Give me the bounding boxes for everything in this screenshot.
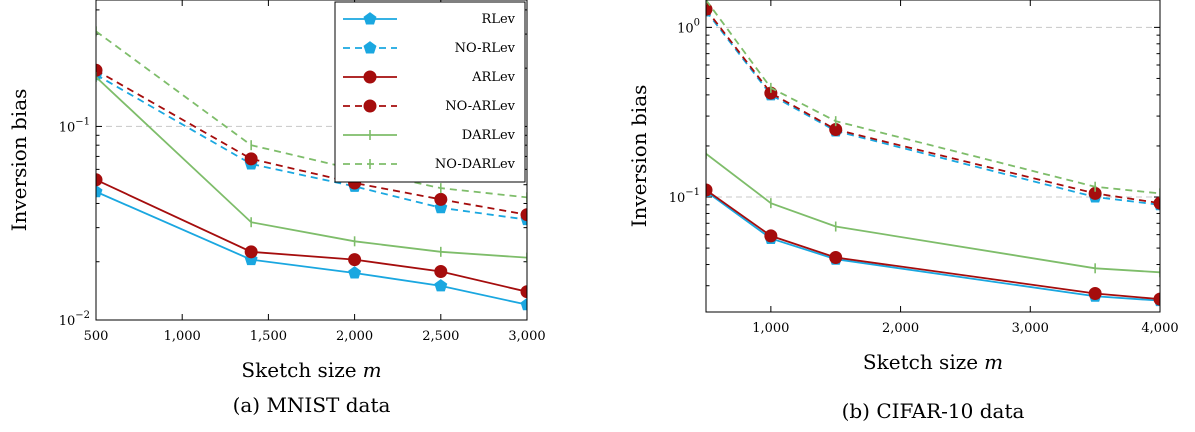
plot-frame bbox=[95, 0, 528, 321]
series-no-arlev bbox=[706, 2, 1160, 210]
y-tick-base: 10 bbox=[59, 314, 76, 329]
data-point bbox=[520, 285, 527, 299]
chart-caption: (a) MNIST data bbox=[233, 393, 391, 417]
legend-entry-no-arlev: NO-ARLev bbox=[343, 99, 516, 114]
x-axis-label-text: Sketch size bbox=[863, 350, 978, 374]
data-point bbox=[96, 173, 103, 187]
x-axis-label-var: m bbox=[984, 350, 1003, 374]
data-point bbox=[1153, 292, 1160, 306]
y-axis-label: Inversion bias bbox=[7, 89, 31, 232]
y-tick-exponent: −1 bbox=[685, 187, 700, 198]
data-point bbox=[706, 2, 713, 16]
y-tick-label: 10−1 bbox=[59, 116, 90, 135]
legend-label: ARLev bbox=[471, 70, 516, 85]
y-tick-label: 10−2 bbox=[59, 310, 90, 329]
legend-entry-darlev: DARLev bbox=[343, 128, 516, 143]
x-axis-label-var: m bbox=[363, 358, 382, 382]
y-tick-exponent: 0 bbox=[694, 17, 700, 28]
data-point bbox=[1088, 286, 1102, 300]
series-line bbox=[706, 8, 1160, 205]
legend-marker bbox=[363, 41, 377, 54]
y-tick-label: 10−1 bbox=[669, 187, 700, 206]
x-tick-label: 2,500 bbox=[422, 329, 459, 344]
data-point bbox=[244, 245, 258, 259]
series-no-rlev bbox=[706, 4, 1160, 211]
chart-caption: (b) CIFAR-10 data bbox=[842, 399, 1025, 423]
data-point bbox=[348, 266, 362, 279]
data-point bbox=[764, 229, 778, 243]
x-tick-label: 2,000 bbox=[336, 329, 373, 344]
x-tick-label: 3,000 bbox=[508, 329, 545, 344]
data-point bbox=[434, 192, 448, 206]
x-axis-label: Sketch size m bbox=[241, 358, 381, 382]
x-axis-label: Sketch size m bbox=[863, 350, 1003, 374]
legend-entry-no-darlev: NO-DARLev bbox=[343, 157, 516, 172]
data-point bbox=[520, 208, 527, 222]
legend-entry-no-rlev: NO-RLev bbox=[343, 41, 516, 56]
series-line bbox=[706, 152, 1160, 274]
legend-label: NO-DARLev bbox=[435, 157, 516, 172]
legend-entry-rlev: RLev bbox=[343, 12, 516, 27]
series-line bbox=[706, 190, 1160, 302]
x-tick-label: 2,000 bbox=[882, 321, 919, 336]
series-line bbox=[706, 189, 1160, 301]
data-point bbox=[96, 63, 103, 77]
legend-marker bbox=[363, 12, 377, 25]
data-point bbox=[829, 251, 843, 265]
legend: RLev NO-RLev ARLev NO-ARLev DARLev NO-DARLev bbox=[334, 1, 526, 183]
data-point bbox=[520, 297, 527, 311]
x-tick-label: 3,000 bbox=[1012, 321, 1049, 336]
data-point bbox=[348, 253, 362, 267]
series-rlev bbox=[96, 184, 527, 311]
y-axis-label: Inversion bias bbox=[627, 85, 651, 228]
data-point bbox=[434, 279, 448, 292]
x-tick-label: 1,000 bbox=[752, 321, 789, 336]
data-point bbox=[434, 265, 448, 279]
series-line bbox=[96, 178, 527, 293]
legend-label: DARLev bbox=[462, 128, 516, 143]
x-tick-label: 500 bbox=[84, 329, 109, 344]
data-point bbox=[706, 183, 713, 197]
series-no-darlev bbox=[706, 0, 1160, 199]
y-tick-label: 100 bbox=[677, 17, 700, 36]
series-arlev bbox=[706, 183, 1160, 306]
data-point bbox=[96, 184, 103, 198]
series-darlev bbox=[96, 72, 527, 263]
chart-mnist: 500 1,000 1,500 2,000 2,500 3,00010−210−1Sket… bbox=[7, 0, 546, 417]
x-axis-label-text: Sketch size bbox=[241, 358, 356, 382]
series-arlev bbox=[96, 173, 527, 299]
y-tick-base: 10 bbox=[669, 191, 686, 206]
series-darlev bbox=[706, 148, 1160, 278]
legend-label: NO-RLev bbox=[455, 41, 516, 56]
series-line bbox=[96, 190, 527, 306]
y-tick-base: 10 bbox=[677, 21, 694, 36]
data-point bbox=[1153, 196, 1160, 210]
legend-label: RLev bbox=[482, 12, 516, 27]
x-tick-label: 1,500 bbox=[250, 329, 287, 344]
legend-box bbox=[334, 1, 526, 183]
x-tick-label: 4,000 bbox=[1141, 321, 1178, 336]
plot-frame bbox=[705, 0, 1161, 313]
series-line bbox=[706, 10, 1160, 206]
legend-entry-arlev: ARLev bbox=[343, 70, 516, 85]
series-line bbox=[96, 73, 527, 221]
legend-marker bbox=[363, 99, 377, 113]
legend-marker bbox=[363, 70, 377, 84]
x-tick-label: 1,000 bbox=[164, 329, 201, 344]
data-point bbox=[244, 152, 258, 166]
y-tick-exponent: −1 bbox=[75, 116, 90, 127]
legend-label: NO-ARLev bbox=[445, 99, 515, 114]
y-tick-base: 10 bbox=[59, 120, 76, 135]
y-tick-exponent: −2 bbox=[75, 310, 90, 321]
series-line bbox=[96, 69, 527, 216]
